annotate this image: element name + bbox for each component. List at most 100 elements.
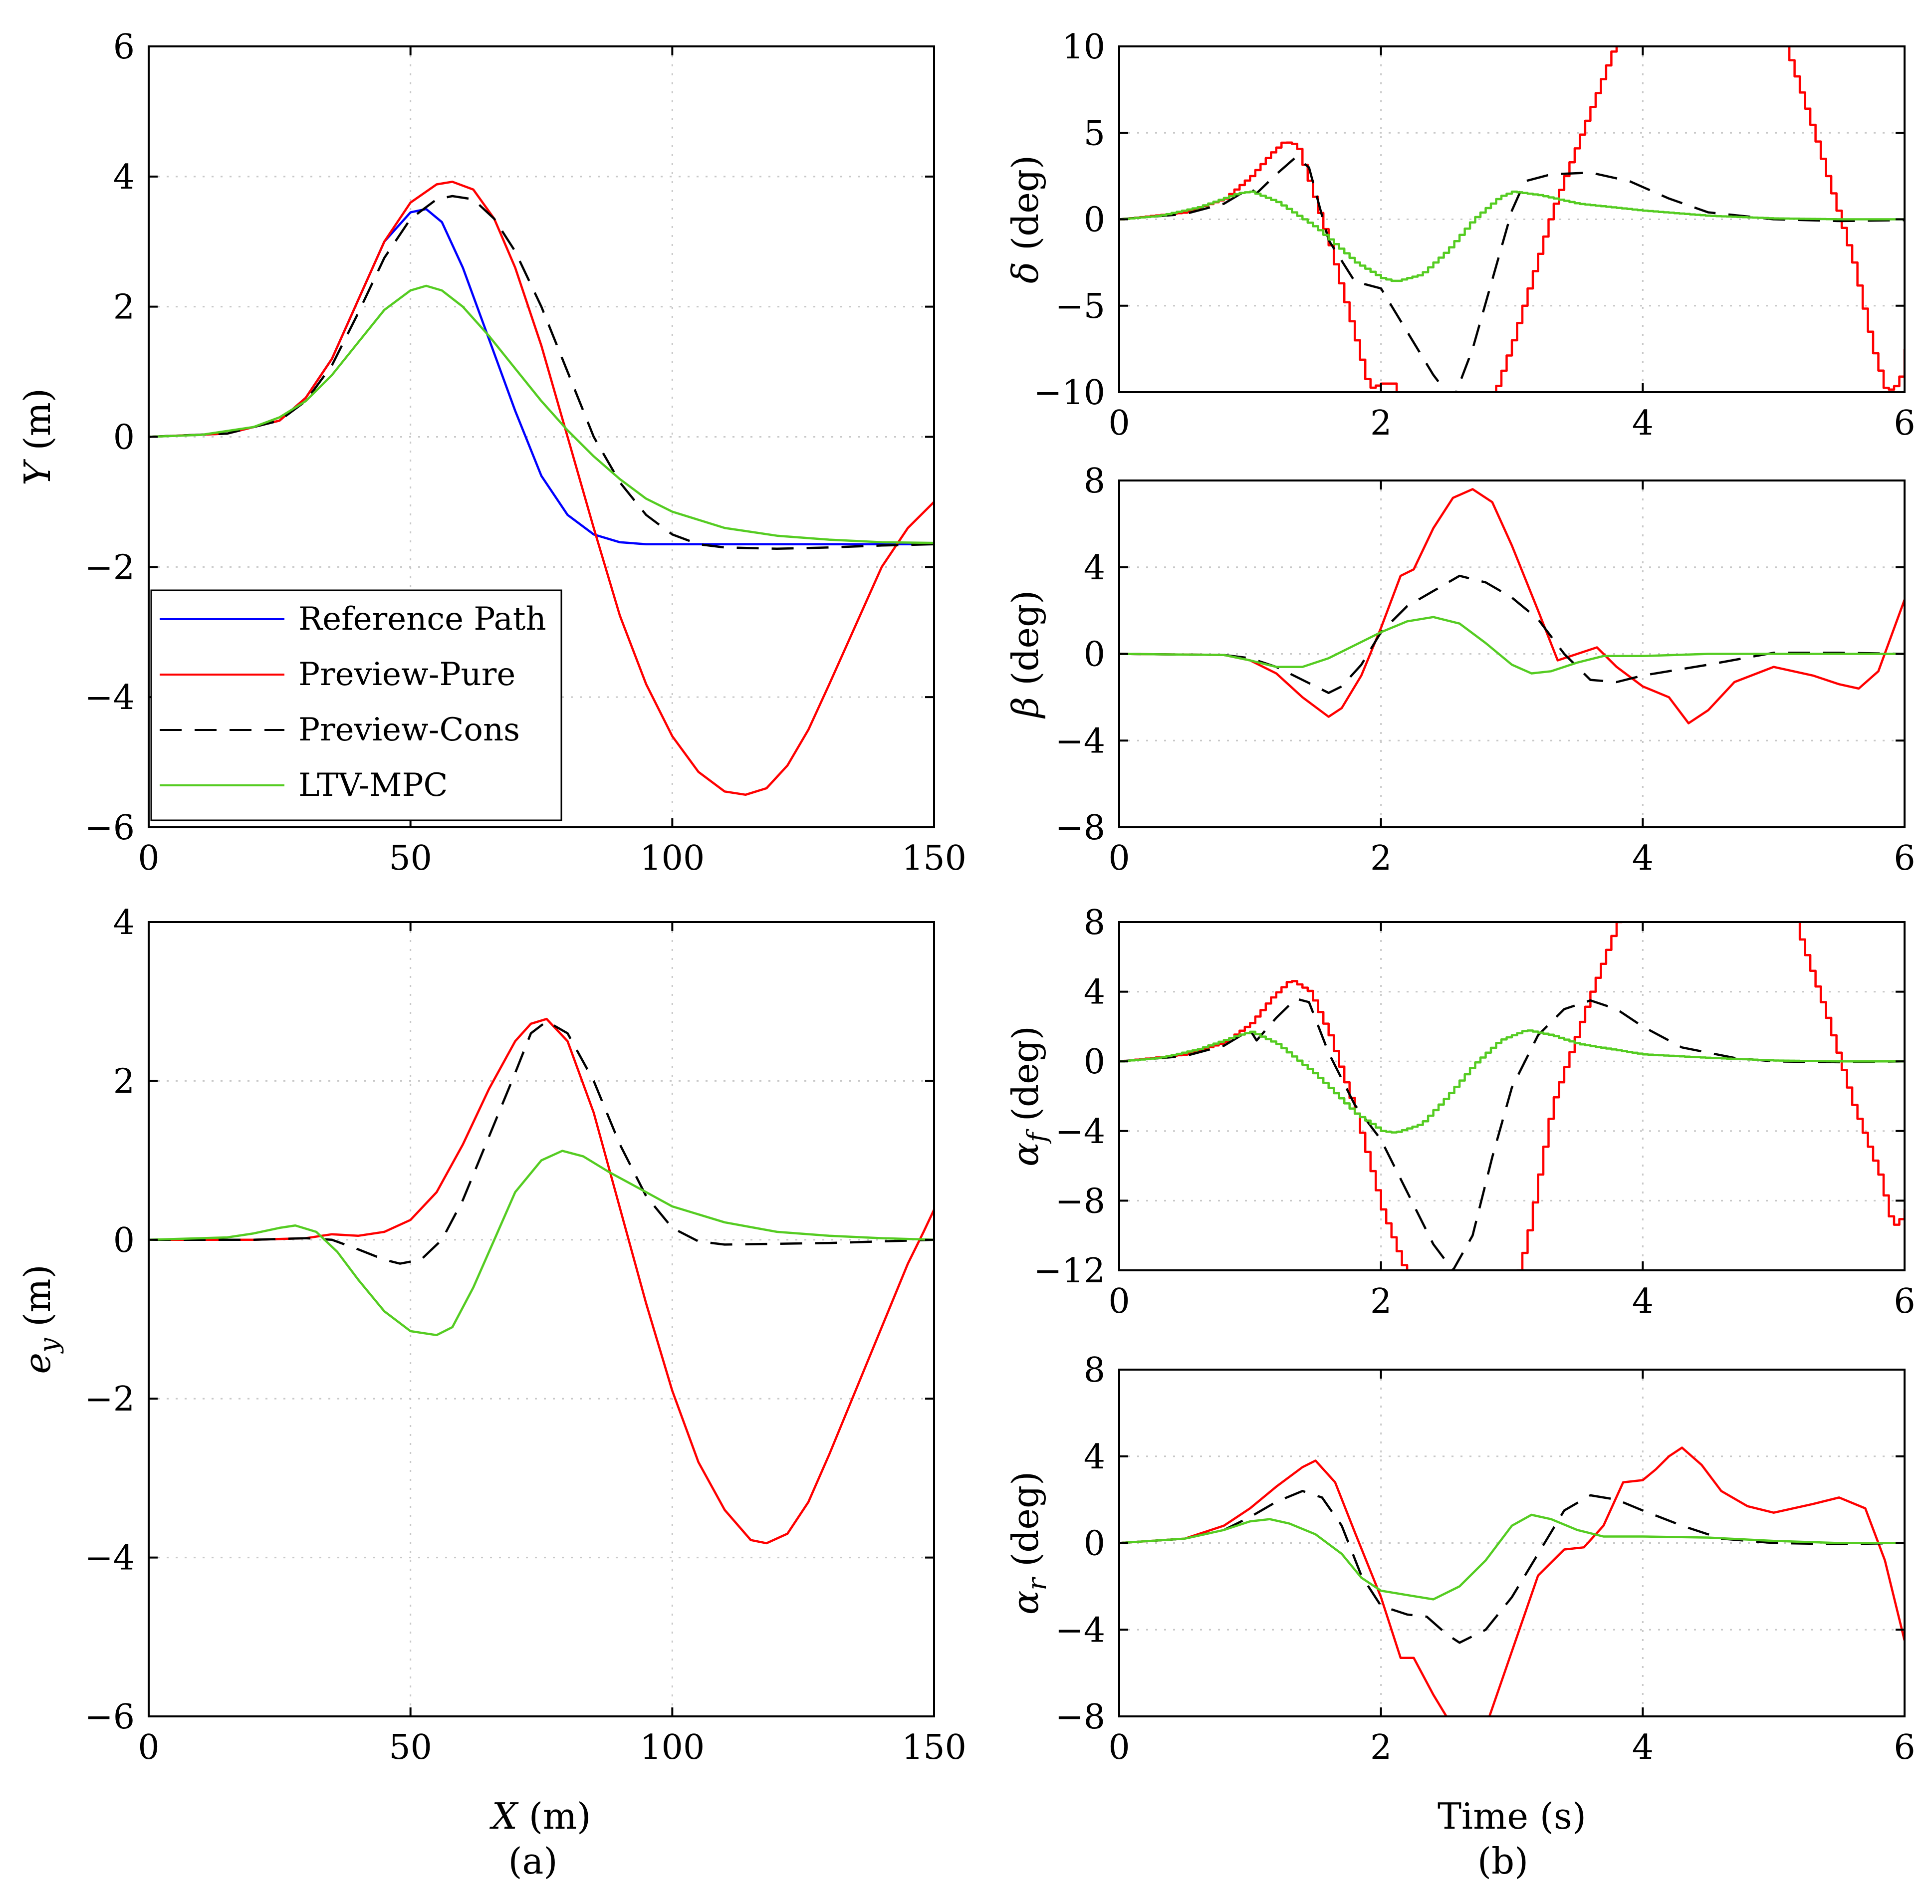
tick-label-y: −4 xyxy=(1055,721,1105,761)
tick-label-y: 4 xyxy=(1084,548,1105,588)
series-preview-cons xyxy=(149,1020,934,1265)
series-ltv-mpc xyxy=(1119,616,1905,675)
series-preview-pure xyxy=(149,181,934,796)
caption-b: (b) xyxy=(1477,1840,1528,1882)
legend-box xyxy=(150,589,562,821)
delta-series xyxy=(1119,46,1905,392)
tick-label-x: 100 xyxy=(640,1728,705,1767)
tick-label-y: −4 xyxy=(85,1539,135,1578)
tick-label-x: 4 xyxy=(1632,404,1654,443)
legend-label-ltv-mpc: LTV-MPC xyxy=(298,767,448,804)
tick-label-y: 4 xyxy=(113,158,135,197)
tick-label-y: −4 xyxy=(85,678,135,717)
ey-xlabel: X (m) xyxy=(489,1795,591,1837)
alpha_r-ylabel: αr (deg) xyxy=(1004,1471,1052,1615)
tick-label-x: 4 xyxy=(1632,1282,1654,1321)
tick-label-x: 150 xyxy=(902,1728,966,1767)
series-ltv-mpc xyxy=(1119,1513,1905,1601)
tick-label-x: 2 xyxy=(1370,839,1392,878)
tick-label-y: 0 xyxy=(113,1221,135,1260)
alpha_f-frame xyxy=(1118,921,1906,1271)
Y-series xyxy=(149,181,934,796)
legend-label-reference: Reference Path xyxy=(298,601,546,638)
series-ltv-mpc xyxy=(1119,190,1905,282)
beta-series xyxy=(1119,488,1905,724)
legend-label-preview-cons: Preview-Cons xyxy=(298,712,520,748)
tick-label-y: 8 xyxy=(1084,903,1105,943)
tick-label-y: 4 xyxy=(1084,973,1105,1012)
tick-label-y: 0 xyxy=(113,418,135,458)
chart-alpha_f: 0 2 4 6 8 4 0 −4 −8 −12 αf (deg) xyxy=(1004,903,1916,1321)
beta-ylabel: β (deg) xyxy=(1004,590,1046,719)
delta-ylabel: δ (deg) xyxy=(1004,155,1046,283)
tick-label-x: 0 xyxy=(1108,404,1130,443)
series-preview-pure xyxy=(149,1017,934,1545)
tick-label-y: 2 xyxy=(113,288,135,327)
tick-label-y: −2 xyxy=(85,1380,135,1419)
tick-label-x: 50 xyxy=(389,839,432,878)
tick-label-y: 8 xyxy=(1084,462,1105,501)
tick-label-x: 4 xyxy=(1632,1728,1654,1767)
chart-Y: 0 50 100 150 6 4 2 0 −2 −4 −6 Y (m) X (m) xyxy=(16,27,966,1837)
alpha_r-series xyxy=(1119,1446,1905,1716)
tick-label-y: 4 xyxy=(1084,1437,1105,1477)
caption-a: (a) xyxy=(508,1840,557,1882)
series-preview-cons xyxy=(149,195,934,550)
tick-label-y: −2 xyxy=(85,548,135,587)
tick-label-x: 2 xyxy=(1370,1728,1392,1767)
tick-label-y: 10 xyxy=(1062,27,1105,67)
tick-label-y: −12 xyxy=(1033,1251,1105,1291)
Y-ylabel: Y (m) xyxy=(16,388,58,485)
tick-label-y: 5 xyxy=(1084,114,1105,153)
alpha_r-xlabel: Time (s) xyxy=(1438,1795,1586,1837)
series-preview-cons xyxy=(1119,574,1905,694)
series-preview-pure xyxy=(1119,922,1905,1270)
series-ltv-mpc xyxy=(149,284,934,544)
tick-label-x: 150 xyxy=(902,839,966,878)
tick-label-x: 2 xyxy=(1370,1282,1392,1321)
tick-label-x: 0 xyxy=(1108,1282,1130,1321)
ey-ylabel: ey (m) xyxy=(16,1264,64,1374)
series-preview-cons xyxy=(1119,997,1905,1270)
tick-label-y: −8 xyxy=(1055,808,1105,848)
tick-label-y: −4 xyxy=(1055,1611,1105,1650)
tick-label-y: 0 xyxy=(1084,1524,1105,1564)
tick-label-x: 6 xyxy=(1894,1728,1915,1767)
tick-label-x: 0 xyxy=(138,1728,159,1767)
tick-label-x: 6 xyxy=(1894,404,1915,443)
tick-label-y: −8 xyxy=(1055,1697,1105,1737)
series-preview-cons xyxy=(1119,156,1905,392)
series-preview-cons xyxy=(1119,1490,1905,1644)
tick-label-x: 0 xyxy=(1108,1728,1130,1767)
chart-beta: 0 2 4 6 8 4 0 −4 −8 β (deg) xyxy=(1004,462,1916,878)
tick-label-y: 0 xyxy=(1084,635,1105,675)
tick-label-x: 2 xyxy=(1370,404,1392,443)
tick-label-y: 0 xyxy=(1084,1042,1105,1082)
alpha_f-series xyxy=(1119,922,1905,1270)
Y-xlabel: X (m) xyxy=(489,1795,591,1837)
ey-frame xyxy=(148,921,935,1717)
tick-label-x: 6 xyxy=(1894,839,1915,878)
tick-label-y: −4 xyxy=(1055,1112,1105,1152)
legend-label-preview-pure: Preview-Pure xyxy=(298,656,515,693)
tick-label-y: −6 xyxy=(85,808,135,848)
tick-label-x: 100 xyxy=(640,839,705,878)
tick-label-y: −6 xyxy=(85,1697,135,1737)
tick-label-y: 6 xyxy=(113,27,135,67)
chart-delta: 0 2 4 6 10 5 0 −5 −10 δ (deg) xyxy=(1004,27,1916,443)
series-preview-pure xyxy=(1119,46,1905,392)
alpha_f-ylabel: αf (deg) xyxy=(1004,1026,1052,1167)
tick-label-y: 4 xyxy=(113,903,135,943)
series-ltv-mpc xyxy=(149,1150,934,1337)
ey-series xyxy=(149,1017,934,1545)
tick-label-x: 50 xyxy=(389,1728,432,1767)
tick-label-x: 6 xyxy=(1894,1282,1915,1321)
legend: Reference Path Preview-Pure Preview-Cons… xyxy=(150,589,562,821)
series-ltv-mpc xyxy=(1119,1029,1905,1134)
tick-label-y: −10 xyxy=(1033,373,1105,413)
tick-label-y: 2 xyxy=(113,1062,135,1101)
tick-label-y: −8 xyxy=(1055,1182,1105,1221)
series-reference-path xyxy=(149,208,934,545)
